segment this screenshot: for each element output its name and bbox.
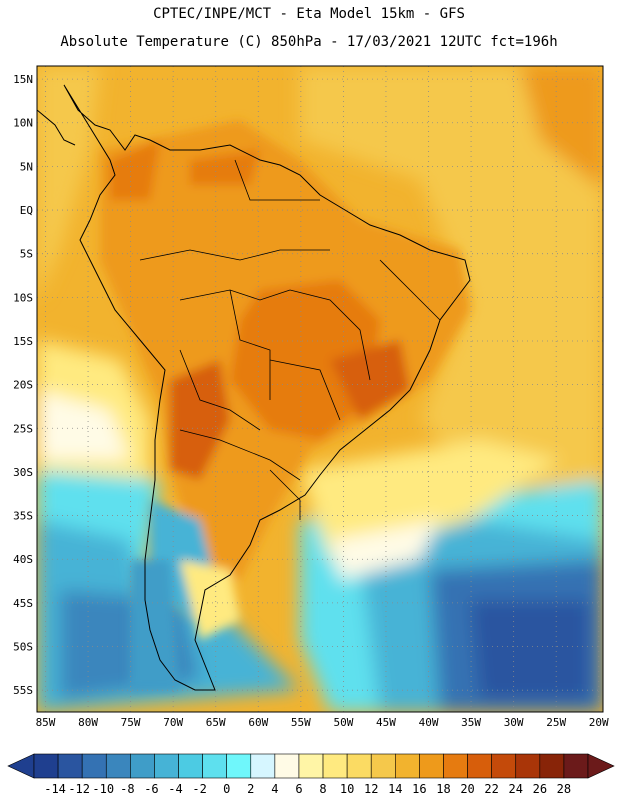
colorbar-label: -2 bbox=[192, 782, 206, 796]
country-borders bbox=[139, 159, 441, 520]
colorbar-swatch bbox=[274, 753, 300, 779]
colorbar-swatch bbox=[178, 753, 203, 779]
lon-tick-label: 75W bbox=[121, 716, 141, 729]
longitude-labels: 85W 80W 75W 70W 65W 60W 55W 50W 45W 40W 35W 30W 25W 2… bbox=[36, 716, 609, 729]
map-title-line2: Absolute Temperature (C) 850hPa - 17/03/… bbox=[60, 34, 558, 50]
colorbar-swatch bbox=[322, 753, 348, 779]
colorbar-swatch bbox=[346, 753, 372, 779]
lon-tick-label: 20W bbox=[589, 716, 609, 729]
colorbar-swatch bbox=[491, 753, 517, 779]
colorbar-label: 10 bbox=[340, 782, 354, 796]
colorbar-swatch bbox=[370, 753, 396, 779]
lat-tick-label: 15S bbox=[13, 335, 33, 348]
lon-tick-label: 35W bbox=[461, 716, 481, 729]
colorbar-label: 14 bbox=[388, 782, 402, 796]
colorbar-label: -4 bbox=[168, 782, 182, 796]
latitude-labels: 15N 10N 5N EQ 5S 10S 15S 20S 25S 30S 35S 40S 45S 50S 5… bbox=[13, 73, 33, 697]
colorbar-label: 18 bbox=[436, 782, 450, 796]
coastline bbox=[63, 84, 471, 691]
lat-tick-label: 20S bbox=[13, 379, 33, 392]
colorbar-swatch bbox=[563, 753, 589, 779]
colorbar-swatch bbox=[130, 753, 155, 779]
map-frame bbox=[36, 65, 604, 713]
lat-tick-label: 15N bbox=[13, 73, 33, 86]
colorbar-swatch bbox=[33, 753, 59, 779]
colorbar-swatch bbox=[298, 753, 324, 779]
lon-tick-label: 45W bbox=[376, 716, 396, 729]
colorbar-label: -6 bbox=[144, 782, 158, 796]
colorbar-swatch bbox=[443, 753, 468, 779]
colorbar-swatch bbox=[226, 753, 252, 779]
lon-tick-label: 40W bbox=[419, 716, 439, 729]
colorbar-label: 6 bbox=[295, 782, 302, 796]
lon-tick-label: 70W bbox=[163, 716, 183, 729]
lon-tick-label: 25W bbox=[546, 716, 566, 729]
lon-tick-label: 55W bbox=[291, 716, 311, 729]
colorbar-swatch bbox=[467, 753, 492, 779]
lat-tick-label: 45S bbox=[13, 597, 33, 610]
colorbar-swatch bbox=[419, 753, 444, 779]
map-title-line1: CPTEC/INPE/MCT - Eta Model 15km - GFS bbox=[153, 6, 465, 22]
colorbar-swatch bbox=[202, 753, 227, 779]
colorbar-label: 12 bbox=[364, 782, 378, 796]
colorbar-swatch bbox=[105, 753, 131, 779]
lon-tick-label: 80W bbox=[78, 716, 98, 729]
colorbar-swatch bbox=[154, 753, 179, 779]
colorbar-swatch bbox=[395, 753, 420, 779]
lon-tick-label: 65W bbox=[206, 716, 226, 729]
colorbar-label: -10 bbox=[92, 782, 114, 796]
temperature-map: 15N 10N 5N EQ 5S 10S 15S 20S 25S 30S 35S 40S 45S 50S 5… bbox=[13, 65, 609, 729]
lat-tick-label: EQ bbox=[20, 204, 33, 217]
colorbar-label: 22 bbox=[484, 782, 498, 796]
colorbar-swatch bbox=[539, 753, 565, 779]
colorbar-swatch bbox=[250, 753, 276, 779]
lat-tick-label: 25S bbox=[13, 422, 33, 435]
lat-tick-label: 50S bbox=[13, 641, 33, 654]
lat-tick-label: 5N bbox=[20, 160, 33, 173]
lat-tick-label: 10S bbox=[13, 291, 33, 304]
colorbar-label: -8 bbox=[120, 782, 134, 796]
lat-tick-label: 35S bbox=[13, 510, 33, 523]
colorbar-label: 26 bbox=[533, 782, 547, 796]
colorbar-label: 28 bbox=[557, 782, 571, 796]
colorbar-label: 0 bbox=[223, 782, 230, 796]
colorbar-label: -14 bbox=[44, 782, 66, 796]
lat-tick-label: 55S bbox=[13, 684, 33, 697]
colorbar-label: 24 bbox=[509, 782, 523, 796]
colorbar-label: 4 bbox=[271, 782, 278, 796]
colorbar-label: 20 bbox=[460, 782, 474, 796]
temperature-field bbox=[37, 66, 603, 712]
lat-tick-label: 30S bbox=[13, 466, 33, 479]
lon-tick-label: 85W bbox=[36, 716, 56, 729]
lon-tick-label: 30W bbox=[504, 716, 524, 729]
colorbar-swatch bbox=[57, 753, 83, 779]
lon-tick-label: 50W bbox=[333, 716, 353, 729]
lat-tick-label: 40S bbox=[13, 553, 33, 566]
colorbar-right-arrow bbox=[587, 753, 615, 779]
lon-tick-label: 60W bbox=[248, 716, 268, 729]
colorbar: -14 -12 -10 -8 -6 -4 -2 0 2 4 6 8 10 12 14 16 18 20 22 24 26… bbox=[7, 753, 615, 796]
lat-tick-label: 10N bbox=[13, 117, 33, 130]
colorbar-left-arrow bbox=[7, 753, 35, 779]
colorbar-swatch bbox=[81, 753, 107, 779]
colorbar-label: 8 bbox=[319, 782, 326, 796]
colorbar-label: 16 bbox=[412, 782, 426, 796]
lat-tick-label: 5S bbox=[20, 248, 33, 261]
colorbar-label: 2 bbox=[247, 782, 254, 796]
colorbar-label: -12 bbox=[68, 782, 90, 796]
colorbar-swatch bbox=[515, 753, 541, 779]
